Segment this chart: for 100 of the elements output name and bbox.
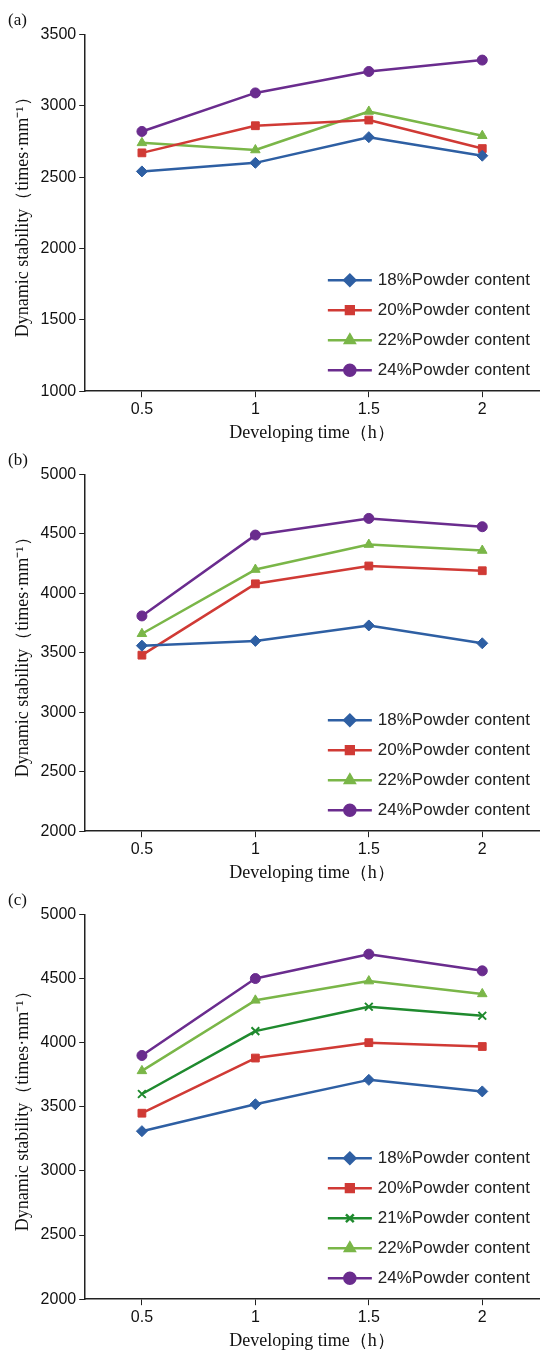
- y-tick-label: 2500: [40, 762, 77, 780]
- point: [477, 544, 488, 554]
- legend-label: 20%Powder content: [377, 1177, 531, 1197]
- point: [250, 121, 260, 131]
- point: [250, 1026, 261, 1037]
- point: [137, 148, 147, 158]
- point: [476, 965, 488, 977]
- y-tick-label: 5000: [40, 904, 77, 922]
- legend-label: 24%Powder content: [377, 359, 531, 379]
- point: [364, 561, 374, 571]
- y-tick-label: 3500: [40, 1097, 77, 1115]
- point: [136, 627, 148, 638]
- point: [250, 144, 261, 154]
- point: [476, 637, 489, 650]
- y-tick-label: 3000: [40, 702, 77, 720]
- point: [136, 1049, 148, 1061]
- y-tick-label: 5000: [40, 464, 77, 482]
- y-tick-label: 4000: [40, 583, 77, 601]
- point: [249, 634, 262, 647]
- point: [363, 975, 375, 985]
- y-tick-label: 4500: [40, 524, 77, 542]
- point: [363, 1001, 374, 1012]
- point: [363, 512, 375, 524]
- x-tick-label: 1: [250, 840, 260, 858]
- point: [477, 566, 487, 576]
- x-tick-label: 1.5: [357, 1308, 381, 1326]
- point: [363, 66, 375, 78]
- point: [477, 987, 488, 998]
- point: [476, 149, 489, 162]
- point: [250, 579, 260, 589]
- legend-label: 24%Powder content: [377, 1267, 531, 1287]
- point: [135, 1125, 148, 1138]
- x-tick-label: 1: [250, 1308, 260, 1326]
- point: [249, 529, 261, 541]
- point: [363, 948, 375, 960]
- y-tick-label: 3500: [40, 643, 77, 661]
- x-tick-label: 2: [477, 840, 487, 858]
- point: [362, 1073, 375, 1086]
- point: [363, 538, 375, 548]
- y-tick-label: 2000: [40, 821, 77, 839]
- x-tick-label: 0.5: [130, 400, 154, 418]
- y-tick-label: 1000: [40, 381, 77, 399]
- y-axis-title: Dynamic stability（times·mm⁻¹）: [11, 528, 32, 778]
- point: [249, 1098, 262, 1111]
- legend-label: 22%Powder content: [377, 1237, 531, 1257]
- x-axis-title: Developing time（h）: [229, 421, 395, 442]
- y-axis-title: Dynamic stability（times·mm⁻¹）: [11, 88, 32, 338]
- legend-label: 20%Powder content: [377, 299, 531, 319]
- y-tick-label: 2000: [40, 1289, 77, 1307]
- point: [250, 1053, 260, 1063]
- chart-title: (b): [8, 449, 28, 469]
- x-tick-label: 2: [477, 1308, 487, 1326]
- y-axis-title: Dynamic stability（times·mm⁻¹）: [11, 982, 32, 1232]
- legend-label: 22%Powder content: [377, 769, 531, 789]
- x-tick-label: 0.5: [130, 840, 154, 858]
- x-tick-label: 1.5: [357, 840, 381, 858]
- point: [477, 1010, 488, 1021]
- point: [136, 1064, 148, 1075]
- y-tick-label: 2500: [40, 1225, 77, 1243]
- point: [135, 639, 148, 652]
- x-tick-label: 2: [477, 400, 487, 418]
- legend-label: 18%Powder content: [377, 269, 531, 289]
- point: [137, 1108, 147, 1118]
- point: [476, 521, 488, 533]
- point: [135, 165, 148, 178]
- point: [137, 650, 147, 660]
- legend-label: 20%Powder content: [377, 739, 531, 759]
- point: [136, 125, 148, 137]
- y-tick-label: 1500: [40, 310, 77, 328]
- x-tick-label: 0.5: [130, 1308, 154, 1326]
- chart-title: (c): [8, 889, 27, 909]
- legend-label: 18%Powder content: [377, 1147, 531, 1167]
- y-tick-label: 3500: [40, 24, 77, 42]
- point: [136, 136, 148, 147]
- point: [477, 129, 488, 139]
- point: [249, 973, 261, 985]
- legend-label: 22%Powder content: [377, 329, 531, 349]
- y-tick-label: 2500: [40, 167, 77, 185]
- point: [364, 1038, 374, 1048]
- point: [249, 87, 261, 99]
- point: [362, 619, 375, 632]
- y-tick-label: 4000: [40, 1033, 77, 1051]
- x-axis-title: Developing time（h）: [229, 1329, 395, 1350]
- y-tick-label: 3000: [40, 96, 77, 114]
- point: [476, 54, 488, 66]
- point: [137, 1089, 147, 1099]
- y-tick-label: 2000: [40, 238, 77, 256]
- point: [249, 156, 262, 169]
- point: [136, 610, 148, 622]
- y-tick-label: 3000: [40, 1161, 77, 1179]
- point: [362, 131, 375, 144]
- point: [250, 563, 261, 573]
- x-tick-label: 1.5: [357, 400, 381, 418]
- legend-label: 18%Powder content: [377, 709, 531, 729]
- point: [250, 994, 261, 1004]
- y-tick-label: 4500: [40, 968, 77, 986]
- point: [364, 115, 374, 125]
- legend-label: 24%Powder content: [377, 799, 531, 819]
- point: [477, 1042, 487, 1051]
- legend-label: 21%Powder content: [377, 1207, 531, 1227]
